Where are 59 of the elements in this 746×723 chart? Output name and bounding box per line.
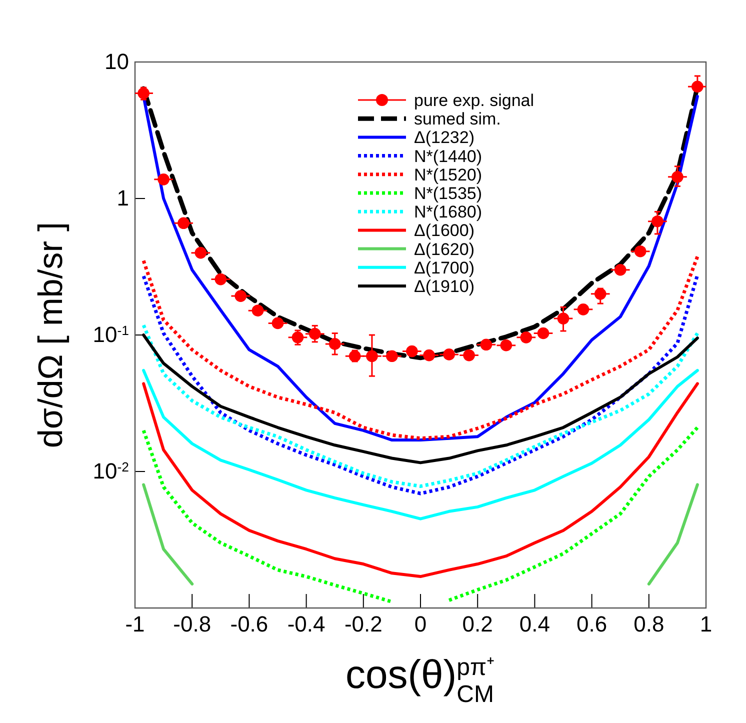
y-tick-label: 10$^{-1}$ [92,322,129,348]
point [348,350,361,362]
x-tick-label: 0.6 [576,612,608,637]
legend-label: Δ(1232) [414,128,474,148]
y-tick-label: 10$^{-2}$ [92,458,129,484]
point [252,304,264,316]
x-tick-label: -0.8 [173,612,212,637]
point [272,317,284,330]
point [234,290,247,302]
legend-label: pure exp. signal [414,91,534,110]
point [577,304,590,316]
y-axis-title: dσ/dΩ [ mb/sr ] [32,222,70,448]
x-tick-label: -0.4 [287,612,326,637]
legend-label: Δ(1700) [414,258,474,278]
point [500,339,512,352]
point [386,350,398,362]
legend-label: N*(1680) [414,202,482,222]
x-tick-label: -0.2 [344,612,382,637]
point [594,288,606,300]
x-tick-label: -1 [125,612,145,637]
legend-label: N*(1520) [414,165,482,184]
legend-label: N*(1440) [414,146,482,166]
point [652,215,664,228]
x-tick-label: 0.8 [634,612,664,637]
point [194,246,207,259]
point [692,80,704,93]
legend-label: Δ(1910) [414,277,474,296]
point [366,350,378,362]
x-tick-label: 0.2 [462,612,493,637]
point [308,328,321,340]
x-tick-label: 1 [700,612,712,637]
line-series [142,323,700,488]
point [557,312,570,324]
point [463,349,475,362]
point [443,348,455,360]
point [406,345,418,358]
point [328,338,341,350]
point [634,245,646,258]
point [537,327,550,340]
point [158,174,170,186]
point [292,332,304,344]
legend-label: N*(1535) [414,184,482,203]
point [614,264,626,276]
point [520,332,532,344]
y-tick-label: 1 [116,186,129,211]
point [672,170,684,183]
y-tick-label: 10 [104,49,129,74]
line-series [142,368,699,520]
point [423,349,435,362]
x-tick-label: -0.6 [230,612,268,637]
point [480,338,492,351]
line-series [142,382,699,578]
x-tick-label: 0 [414,612,427,637]
legend-label: Δ(1620) [414,240,474,259]
legend-label: sumed sim. [414,110,501,129]
legend-label: Δ(1600) [414,221,474,240]
point [214,273,227,286]
x-tick-label: 0.4 [519,612,550,637]
point [178,217,190,230]
